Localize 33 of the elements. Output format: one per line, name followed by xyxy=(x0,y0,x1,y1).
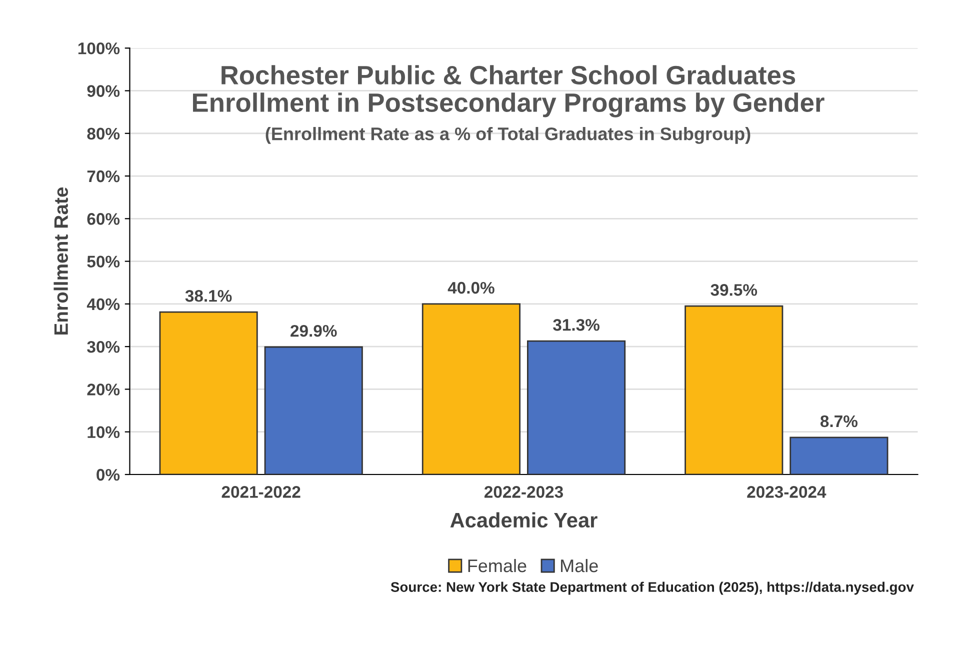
source-note: Source: New York State Department of Education (2025), https://data.nysed.gov xyxy=(390,582,914,595)
data-label: 8.7% xyxy=(820,415,858,428)
y-tick-label: 80% xyxy=(87,128,120,140)
bar xyxy=(159,311,258,474)
data-label: 39.5% xyxy=(710,284,758,296)
y-tick-label: 40% xyxy=(86,298,120,310)
y-tick-label: 100% xyxy=(78,42,120,54)
y-tick-label: 60% xyxy=(87,213,120,225)
x-tick-label: 2021-2022 xyxy=(222,486,300,498)
data-label: 40.0% xyxy=(448,282,494,294)
y-tick-label: 70% xyxy=(87,170,120,182)
x-tick-label: 2022-2023 xyxy=(484,486,563,498)
y-tick-label: 90% xyxy=(87,85,120,97)
y-tick-label: 30% xyxy=(87,340,120,353)
y-tick-label: 50% xyxy=(87,256,120,268)
text: (Enrollment Rate as a % of Total Graduates in Subgroup) xyxy=(266,126,750,144)
legend-label: Female xyxy=(468,558,526,572)
x-axis-title: Academic Year xyxy=(450,512,598,528)
bar xyxy=(684,305,784,474)
y-tick-label: 0% xyxy=(96,468,120,481)
bar xyxy=(526,340,626,474)
y-axis-title: Enrollment Rate xyxy=(54,187,68,335)
x-tick-label: 2023-2024 xyxy=(747,486,826,498)
bar xyxy=(790,436,888,474)
y-tick-label: 10% xyxy=(88,426,120,438)
text: Rochester Public & Charter School Graduates Enrollment in Postsecondary Programs by Gender xyxy=(193,65,824,118)
data-label: 31.3% xyxy=(553,318,600,331)
bar xyxy=(422,303,520,474)
data-label: 29.9% xyxy=(290,324,337,337)
data-label: 38.1% xyxy=(185,290,232,302)
y-tick-label: 20% xyxy=(87,384,120,396)
bar xyxy=(264,346,363,474)
legend-label: Male xyxy=(561,558,598,572)
